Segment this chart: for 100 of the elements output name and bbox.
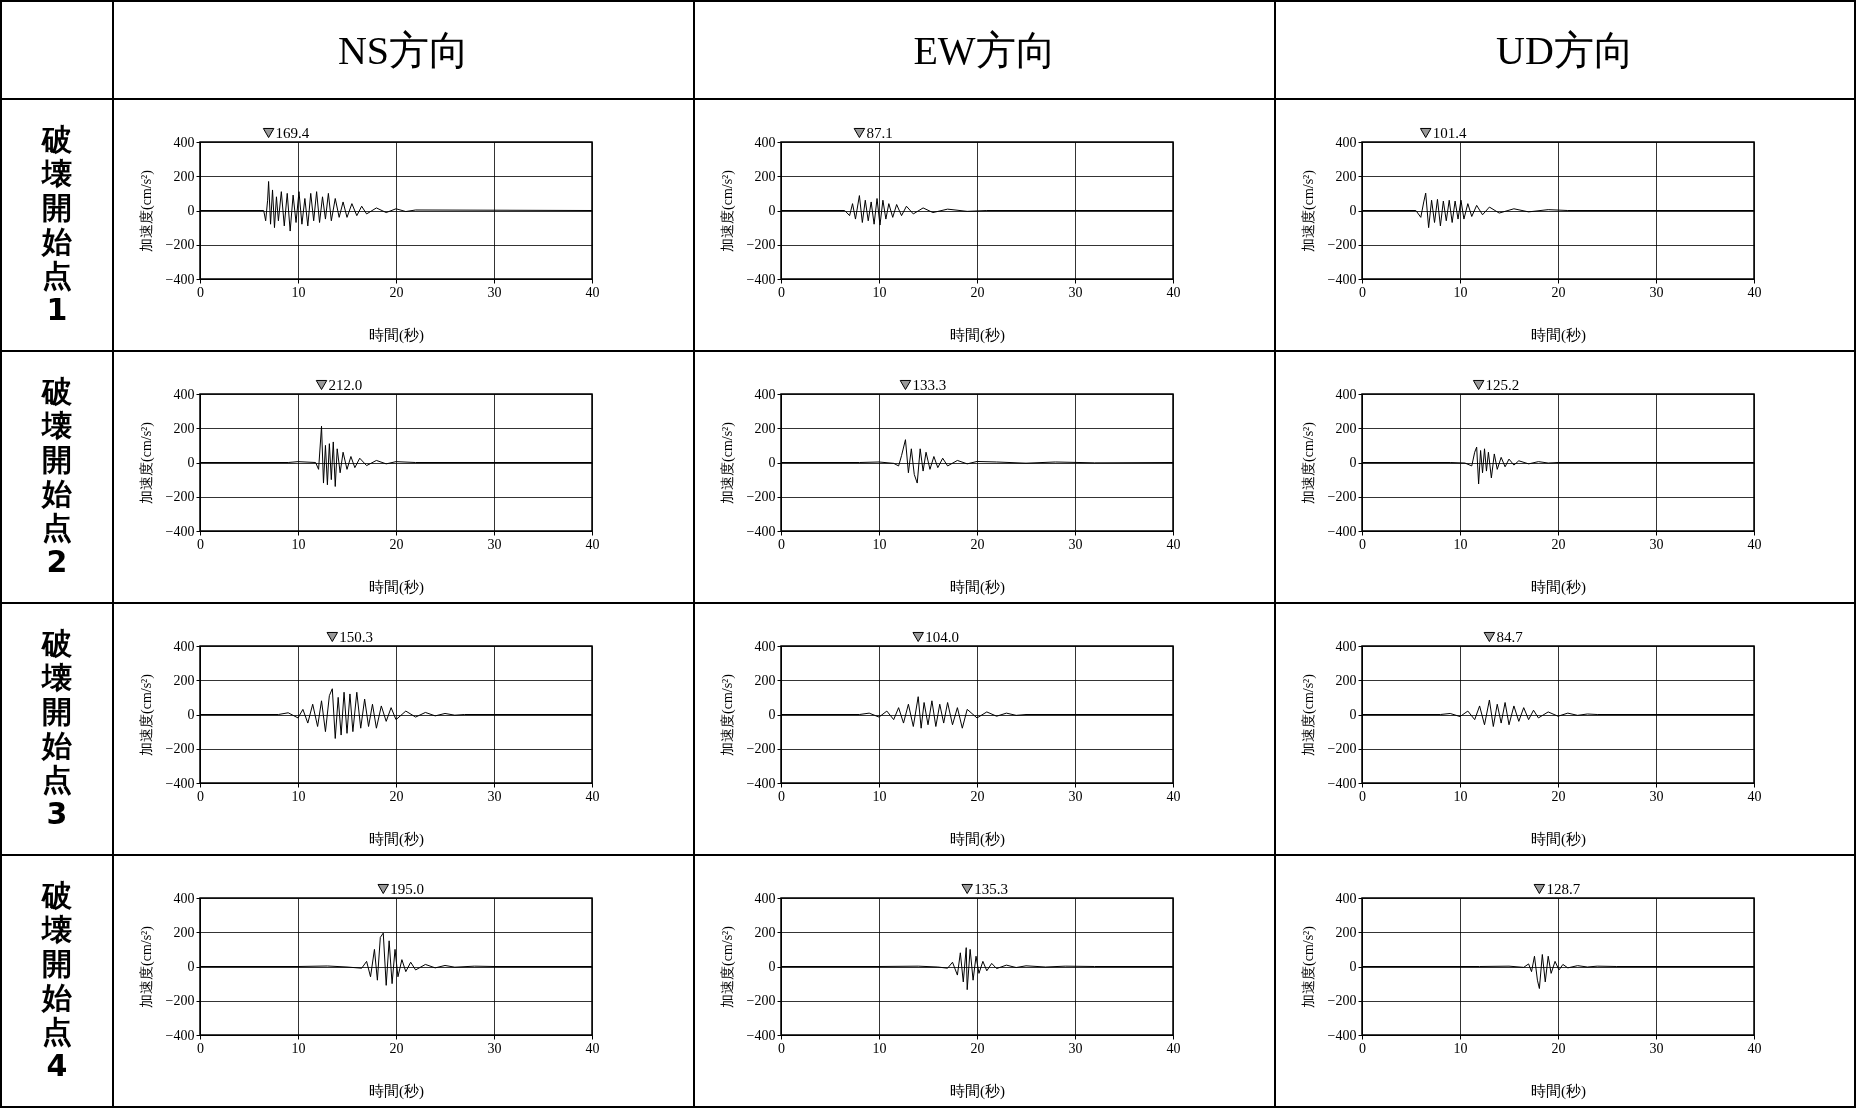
- x-tick-label: 10: [291, 536, 306, 552]
- y-tick-label: −200: [165, 237, 195, 253]
- x-tick-label: 40: [585, 536, 600, 552]
- y-tick-label: −200: [165, 993, 195, 1009]
- text: 133.3: [912, 377, 947, 393]
- y-tick-label: 0: [1349, 203, 1357, 218]
- y-tick-label: −400: [165, 523, 195, 539]
- text: 87.1: [866, 125, 893, 141]
- y-tick-label: 0: [768, 455, 776, 470]
- x-axis-title: 時間(秒): [1531, 326, 1586, 344]
- y-tick-label: 200: [1335, 168, 1357, 184]
- x-axis-title: 時間(秒): [1531, 578, 1586, 596]
- text: 212.0: [328, 377, 363, 393]
- x-tick-label: 10: [872, 536, 887, 552]
- x-axis-title: 時間(秒): [950, 830, 1005, 848]
- x-tick-label: 10: [1453, 536, 1468, 552]
- y-axis-title: 加速度(cm/s²): [138, 421, 155, 504]
- x-tick-label: 30: [1068, 1040, 1083, 1056]
- x-tick-label: 30: [1068, 536, 1083, 552]
- y-tick-label: 0: [187, 455, 195, 470]
- x-tick-label: 10: [872, 1040, 887, 1056]
- x-tick-label: 40: [1747, 284, 1762, 300]
- y-tick-label: 400: [1335, 890, 1357, 906]
- x-tick-label: 30: [487, 536, 502, 552]
- text: UD方向: [1276, 2, 1856, 100]
- x-tick-label: 10: [1453, 788, 1468, 804]
- x-tick-label: 20: [970, 1040, 985, 1056]
- text: 169.4: [275, 125, 310, 141]
- text: 150.3: [339, 629, 374, 645]
- x-tick-label: 20: [970, 536, 985, 552]
- y-axis-title: 加速度(cm/s²): [1300, 421, 1317, 504]
- y-tick-label: 0: [187, 707, 195, 722]
- y-tick-label: 0: [187, 959, 195, 974]
- y-tick-label: 400: [1335, 134, 1357, 150]
- x-tick-label: 20: [1551, 1040, 1566, 1056]
- y-tick-label: −200: [746, 237, 776, 253]
- y-tick-label: −200: [1327, 489, 1357, 505]
- y-tick-label: −400: [746, 271, 776, 287]
- y-tick-label: −400: [1327, 523, 1357, 539]
- y-tick-label: −200: [1327, 993, 1357, 1009]
- x-tick-label: 20: [1551, 536, 1566, 552]
- y-tick-label: 0: [1349, 455, 1357, 470]
- x-axis-title: 時間(秒): [369, 830, 424, 848]
- text: 破壊開始点1: [42, 122, 72, 327]
- y-tick-label: 400: [754, 638, 776, 654]
- y-tick-label: 400: [173, 890, 195, 906]
- x-axis-title: 時間(秒): [369, 578, 424, 596]
- y-tick-label: −200: [165, 741, 195, 757]
- y-tick-label: −400: [1327, 1027, 1357, 1043]
- y-tick-label: −400: [165, 271, 195, 287]
- text: 破壊開始点4: [42, 878, 72, 1083]
- x-tick-label: 10: [291, 1040, 306, 1056]
- x-tick-label: 40: [1747, 788, 1762, 804]
- y-tick-label: −400: [1327, 775, 1357, 791]
- x-tick-label: 40: [1166, 788, 1181, 804]
- text: 195.0: [390, 881, 425, 897]
- y-tick-label: −400: [746, 775, 776, 791]
- text: 128.7: [1546, 881, 1581, 897]
- x-tick-label: 30: [1068, 788, 1083, 804]
- x-tick-label: 10: [1453, 1040, 1468, 1056]
- y-tick-label: 200: [754, 924, 776, 940]
- y-tick-label: 200: [173, 924, 195, 940]
- x-tick-label: 30: [487, 284, 502, 300]
- y-tick-label: 0: [187, 203, 195, 218]
- y-tick-label: 200: [754, 420, 776, 436]
- x-axis-title: 時間(秒): [1531, 1082, 1586, 1100]
- y-axis-title: 加速度(cm/s²): [719, 925, 736, 1008]
- x-tick-label: 20: [1551, 284, 1566, 300]
- y-tick-label: 0: [768, 203, 776, 218]
- x-axis-title: 時間(秒): [950, 578, 1005, 596]
- text: 125.2: [1485, 377, 1520, 393]
- y-axis-title: 加速度(cm/s²): [138, 169, 155, 252]
- y-tick-label: 400: [173, 638, 195, 654]
- y-tick-label: 400: [754, 134, 776, 150]
- y-axis-title: 加速度(cm/s²): [719, 421, 736, 504]
- x-tick-label: 30: [487, 788, 502, 804]
- y-tick-label: 400: [1335, 386, 1357, 402]
- y-tick-label: 0: [768, 959, 776, 974]
- y-tick-label: 400: [1335, 638, 1357, 654]
- x-tick-label: 40: [1166, 284, 1181, 300]
- y-tick-label: −400: [1327, 271, 1357, 287]
- y-tick-label: 400: [754, 386, 776, 402]
- x-tick-label: 30: [1068, 284, 1083, 300]
- x-tick-label: 30: [1649, 284, 1664, 300]
- y-axis-title: 加速度(cm/s²): [1300, 673, 1317, 756]
- x-tick-label: 30: [487, 1040, 502, 1056]
- y-tick-label: 0: [1349, 959, 1357, 974]
- x-tick-label: 40: [585, 788, 600, 804]
- y-tick-label: 200: [754, 168, 776, 184]
- x-axis-title: 時間(秒): [1531, 830, 1586, 848]
- y-axis-title: 加速度(cm/s²): [138, 925, 155, 1008]
- y-tick-label: 200: [173, 168, 195, 184]
- x-tick-label: 20: [389, 788, 404, 804]
- text: EW方向: [695, 2, 1276, 100]
- y-tick-label: −400: [746, 1027, 776, 1043]
- text: 135.3: [974, 881, 1008, 897]
- x-tick-label: 10: [1453, 284, 1468, 300]
- x-tick-label: 20: [389, 536, 404, 552]
- y-tick-label: −400: [746, 523, 776, 539]
- x-axis-title: 時間(秒): [369, 1082, 424, 1100]
